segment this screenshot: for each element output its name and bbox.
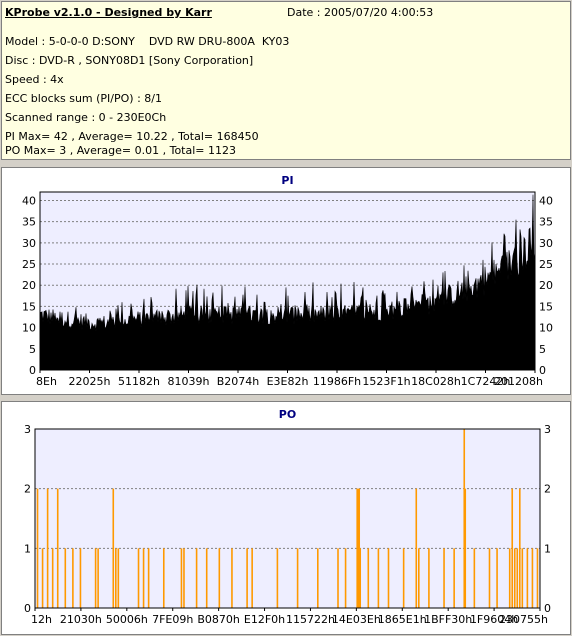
pi-ytick-left: 5 — [29, 343, 36, 356]
po-xtick-label: 230755h — [499, 613, 548, 626]
po-xtick-label: 1F9604h — [470, 613, 518, 626]
pi-xtick-label: 1523F1h — [362, 375, 410, 388]
pi-xtick-label: 51182h — [118, 375, 160, 388]
pi-ytick-left: 15 — [22, 300, 36, 313]
po-xtick-label: 1865E1h — [378, 613, 427, 626]
po-xtick-label: 21030h — [60, 613, 102, 626]
pi-ytick-left: 35 — [22, 216, 36, 229]
pi-xtick-label: 201208h — [494, 375, 543, 388]
po-xtick-label: B0870h — [197, 613, 240, 626]
po-xtick-label: E12F0h — [244, 613, 285, 626]
po-ytick-right: 2 — [544, 483, 551, 496]
pi-xtick-label: E3E82h — [267, 375, 309, 388]
info-panel: KProbe v2.1.0 - Designed by Karr Date : … — [1, 1, 571, 160]
range-line: Scanned range : 0 - 230E0Ch — [5, 111, 167, 124]
po-chart-panel: PO 0 0 1 1 2 2 3 3 12h 21030h 50006h 7FE09h B0870h E12… — [1, 401, 571, 635]
pi-ytick-right: 15 — [539, 300, 553, 313]
ecc-line: ECC blocks sum (PI/PO) : 8/1 — [5, 92, 162, 105]
pi-ytick-right: 30 — [539, 237, 553, 250]
pi-ytick-left: 0 — [29, 364, 36, 377]
po-ytick-left: 1 — [24, 542, 31, 555]
po-ytick-left: 0 — [24, 602, 31, 615]
po-title: PO — [279, 408, 296, 421]
po-xtick-label: 50006h — [106, 613, 148, 626]
po-xtick-label: 115722h — [286, 613, 335, 626]
pi-ytick-left: 25 — [22, 258, 36, 271]
pi-title: PI — [281, 174, 293, 187]
pi-ytick-right: 25 — [539, 258, 553, 271]
model-line: Model : 5-0-0-0 D:SONY DVD RW DRU-800A K… — [5, 35, 290, 48]
pi-ytick-right: 5 — [539, 343, 546, 356]
po-ytick-left: 2 — [24, 483, 31, 496]
pi-xtick-label: 81039h — [168, 375, 210, 388]
speed-line: Speed : 4x — [5, 73, 64, 86]
pi-xtick-label: 22025h — [69, 375, 111, 388]
pi-xtick-label: 11986Fh — [313, 375, 361, 388]
po-plot-area — [35, 429, 540, 608]
po-xtick-label: 1BFF30h — [424, 613, 472, 626]
pi-ytick-right: 10 — [539, 322, 553, 335]
po-ytick-right: 3 — [544, 423, 551, 436]
pi-ytick-right: 35 — [539, 216, 553, 229]
pi-ytick-right: 0 — [539, 364, 546, 377]
pi-ytick-right: 40 — [539, 194, 553, 207]
po-stats-line: PO Max= 3 , Average= 0.01 , Total= 1123 — [5, 144, 236, 157]
pi-xtick-label: 8Eh — [36, 375, 57, 388]
po-xtick-label: 7FE09h — [152, 613, 193, 626]
pi-stats-line: PI Max= 42 , Average= 10.22 , Total= 168… — [5, 130, 259, 143]
pi-ytick-left: 20 — [22, 279, 36, 292]
po-ytick-right: 1 — [544, 542, 551, 555]
pi-ytick-left: 10 — [22, 322, 36, 335]
disc-line: Disc : DVD-R , SONY08D1 [Sony Corporatio… — [5, 54, 254, 67]
po-chart: PO 0 0 1 1 2 2 3 3 12h 21030h 50006h 7FE09h B0870h E12… — [24, 408, 551, 626]
pi-chart-panel: PI 0 0 5 5 10 10 15 15 20 20 25 25 30 30 35 35 40 40 8Eh 220… — [1, 167, 571, 395]
po-xtick-label: 12h — [31, 613, 52, 626]
app-title: KProbe v2.1.0 - Designed by Karr — [5, 6, 212, 19]
pi-chart: PI 0 0 5 5 10 10 15 15 20 20 25 25 30 30 35 35 40 40 8Eh 220… — [22, 174, 553, 388]
po-plot-border — [34, 428, 541, 609]
po-ytick-right: 0 — [544, 602, 551, 615]
pi-xtick-label: 1C7242h — [461, 375, 511, 388]
scan-date: Date : 2005/07/20 4:00:53 — [287, 6, 434, 19]
pi-ytick-left: 40 — [22, 194, 36, 207]
pi-xtick-label: 18C028h — [411, 375, 461, 388]
pi-ytick-right: 20 — [539, 279, 553, 292]
pi-ytick-left: 30 — [22, 237, 36, 250]
po-ytick-left: 3 — [24, 423, 31, 436]
pi-series — [39, 194, 536, 371]
po-xtick-label: 14E03Eh — [332, 613, 381, 626]
pi-xtick-label: B2074h — [217, 375, 260, 388]
